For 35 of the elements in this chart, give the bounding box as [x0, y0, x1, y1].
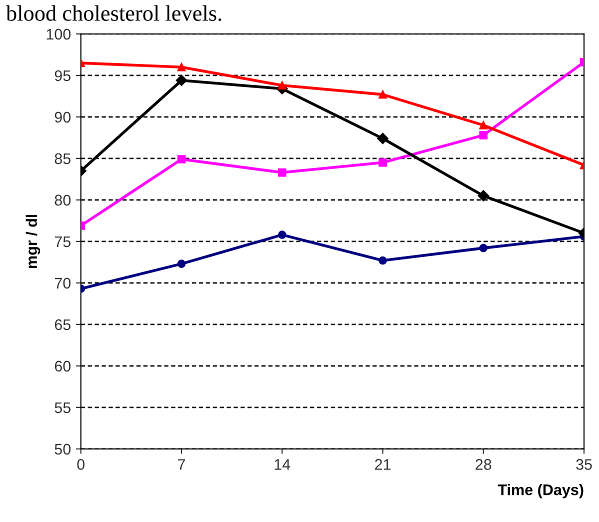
point	[278, 230, 286, 239]
point	[177, 260, 186, 268]
y-tick-label: 65	[54, 319, 71, 330]
point	[278, 81, 286, 90]
point	[479, 131, 488, 140]
x-tick-label: 0	[77, 459, 85, 470]
point	[479, 121, 488, 130]
x-tick-label: 28	[476, 459, 492, 470]
point	[177, 155, 186, 164]
point	[478, 190, 489, 202]
point	[377, 132, 388, 144]
x-tick-label: 35	[576, 459, 592, 470]
chart-title: blood cholesterol levels.	[6, 5, 222, 21]
point	[176, 74, 188, 86]
point	[479, 244, 488, 252]
x-tick-label: 14	[274, 459, 290, 470]
y-tick-label: 100	[46, 28, 71, 40]
point	[378, 256, 387, 265]
y-tick-label: 80	[54, 194, 71, 206]
y-tick-label: 85	[54, 153, 71, 164]
point	[378, 90, 387, 99]
y-tick-label: 50	[54, 444, 71, 455]
x-axis-title: Time (Days)	[498, 484, 584, 498]
y-tick-label: 55	[54, 402, 71, 414]
point	[378, 158, 387, 167]
point	[177, 62, 186, 72]
x-tick-label: 21	[375, 459, 391, 470]
y-tick-label: 90	[54, 112, 71, 123]
x-tick-label: 7	[178, 459, 185, 470]
y-tick-label: 95	[54, 70, 71, 82]
point	[278, 168, 286, 177]
y-tick-label: 60	[54, 360, 71, 372]
y-tick-label: 75	[54, 236, 71, 248]
y-tick-label: 70	[54, 278, 71, 289]
y-axis-title: mgr / dl	[26, 214, 40, 268]
